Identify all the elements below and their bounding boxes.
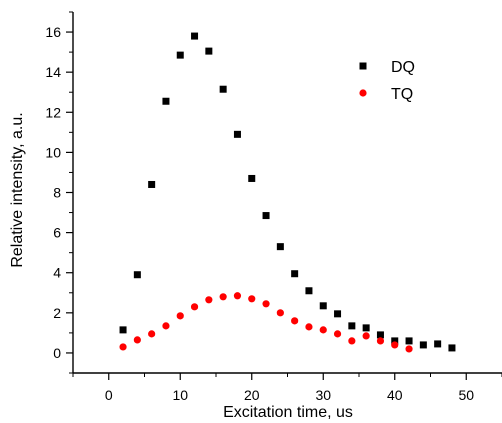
- y-tick-label: 16: [45, 24, 61, 40]
- dq-point: [276, 243, 284, 251]
- x-tick-label: 10: [172, 387, 188, 403]
- dq-point: [191, 32, 199, 40]
- tq-point: [233, 292, 242, 300]
- plot-frame: [72, 12, 502, 374]
- dq-point: [448, 344, 456, 352]
- tq-point: [162, 322, 170, 330]
- dq-point: [376, 331, 384, 339]
- y-tick-label: 8: [53, 185, 61, 201]
- dq-point: [419, 341, 427, 349]
- dq-point: [162, 97, 170, 105]
- dq-point: [233, 130, 241, 138]
- x-tick-label: 40: [387, 387, 403, 403]
- x-tick-label: 30: [315, 387, 331, 403]
- tq-point: [391, 341, 399, 349]
- y-tick-label: 10: [45, 144, 61, 160]
- dq-point: [148, 180, 156, 188]
- dq-point: [305, 287, 313, 295]
- dq-point: [219, 85, 227, 93]
- x-axis-title: Excitation time, us: [223, 404, 353, 421]
- tq-point: [248, 295, 256, 303]
- tq-point: [291, 317, 299, 325]
- tq-point: [376, 337, 385, 345]
- y-tick-label: 12: [45, 104, 61, 120]
- x-axis-ticks: 0 10 20 30 40 50: [72, 373, 502, 403]
- dq-point: [348, 322, 356, 330]
- x-tick-label: 0: [105, 387, 113, 403]
- dq-point: [362, 324, 370, 332]
- legend: DQ TQ: [359, 59, 415, 103]
- y-tick-label: 0: [53, 345, 61, 361]
- dq-point: [176, 51, 184, 59]
- y-axis-title: Relative intensity, a.u.: [9, 112, 26, 267]
- legend-marker-dq: [359, 62, 367, 70]
- legend-label-dq: DQ: [391, 59, 415, 76]
- tq-point: [348, 337, 356, 345]
- tq-point: [305, 323, 313, 331]
- dq-point: [262, 212, 270, 220]
- x-tick-label: 50: [458, 387, 474, 403]
- tq-point: [319, 326, 327, 334]
- tq-point: [405, 345, 413, 353]
- y-tick-label: 4: [53, 265, 61, 281]
- y-tick-label: 2: [53, 305, 61, 321]
- dq-point: [133, 271, 141, 279]
- tq-point: [176, 312, 184, 320]
- tq-point: [219, 293, 227, 301]
- legend-label-tq: TQ: [391, 86, 413, 103]
- dq-point: [291, 270, 299, 278]
- dq-point: [405, 337, 413, 345]
- dq-point: [248, 174, 256, 182]
- tq-point: [148, 330, 156, 338]
- dq-point: [334, 310, 342, 318]
- tq-point: [333, 330, 342, 338]
- tq-point: [262, 300, 270, 308]
- dq-point: [434, 340, 442, 348]
- y-axis-ticks: 0 2 4 6 8 10 12 14 16: [45, 11, 73, 374]
- tq-point: [205, 296, 213, 304]
- tq-point: [276, 309, 284, 317]
- y-tick-label: 14: [45, 64, 61, 80]
- x-tick-label: 20: [244, 387, 260, 403]
- series-layer: [119, 32, 456, 353]
- tq-point: [190, 303, 199, 311]
- legend-marker-tq: [359, 89, 367, 97]
- tq-point: [362, 332, 370, 340]
- dq-point: [391, 337, 399, 345]
- tq-point: [133, 336, 141, 344]
- dq-point: [119, 326, 127, 334]
- y-tick-label: 6: [53, 225, 61, 241]
- dq-point: [205, 47, 213, 55]
- dq-point: [319, 302, 327, 310]
- tq-point: [119, 343, 127, 351]
